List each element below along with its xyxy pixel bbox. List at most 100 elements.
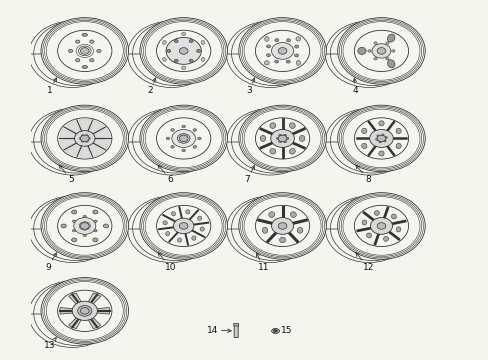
Polygon shape xyxy=(93,129,110,138)
Ellipse shape xyxy=(41,278,128,344)
Ellipse shape xyxy=(262,227,267,233)
Ellipse shape xyxy=(274,39,278,42)
Ellipse shape xyxy=(97,49,101,53)
Ellipse shape xyxy=(273,330,277,332)
Polygon shape xyxy=(95,307,109,314)
Ellipse shape xyxy=(41,18,128,84)
Polygon shape xyxy=(89,144,103,156)
Ellipse shape xyxy=(68,49,73,53)
Ellipse shape xyxy=(278,135,286,142)
Ellipse shape xyxy=(383,237,388,241)
Ellipse shape xyxy=(354,205,408,247)
Polygon shape xyxy=(60,307,74,314)
Ellipse shape xyxy=(41,105,128,172)
Ellipse shape xyxy=(376,135,379,137)
Ellipse shape xyxy=(274,60,278,63)
Ellipse shape xyxy=(94,229,97,232)
Ellipse shape xyxy=(294,45,298,48)
Ellipse shape xyxy=(238,18,325,84)
Ellipse shape xyxy=(337,105,425,172)
Ellipse shape xyxy=(278,222,286,229)
Ellipse shape xyxy=(278,48,286,54)
Text: 4: 4 xyxy=(352,78,357,95)
Ellipse shape xyxy=(373,42,376,44)
Ellipse shape xyxy=(375,138,378,140)
Ellipse shape xyxy=(264,37,268,41)
Ellipse shape xyxy=(366,233,371,238)
Polygon shape xyxy=(65,121,81,133)
Ellipse shape xyxy=(94,220,97,222)
Ellipse shape xyxy=(76,59,80,62)
Ellipse shape xyxy=(166,49,170,53)
Polygon shape xyxy=(79,119,90,131)
Ellipse shape xyxy=(179,135,187,142)
Text: 5: 5 xyxy=(59,165,74,184)
Ellipse shape xyxy=(370,217,392,234)
Polygon shape xyxy=(69,293,81,305)
Ellipse shape xyxy=(189,40,193,42)
Ellipse shape xyxy=(193,129,196,131)
Ellipse shape xyxy=(163,221,167,225)
Ellipse shape xyxy=(79,137,82,140)
Ellipse shape xyxy=(260,135,265,141)
FancyBboxPatch shape xyxy=(233,323,238,326)
Ellipse shape xyxy=(276,137,279,140)
Ellipse shape xyxy=(82,66,87,68)
Ellipse shape xyxy=(196,49,200,53)
Ellipse shape xyxy=(361,128,366,134)
Ellipse shape xyxy=(166,37,201,64)
Ellipse shape xyxy=(89,59,94,62)
Ellipse shape xyxy=(156,205,210,247)
Ellipse shape xyxy=(72,210,77,214)
Ellipse shape xyxy=(269,148,275,154)
Ellipse shape xyxy=(171,130,195,147)
Ellipse shape xyxy=(193,145,196,148)
Ellipse shape xyxy=(83,215,86,218)
Ellipse shape xyxy=(271,217,293,234)
Ellipse shape xyxy=(378,121,384,126)
Ellipse shape xyxy=(238,105,325,172)
Ellipse shape xyxy=(181,32,185,36)
Ellipse shape xyxy=(383,140,386,142)
Ellipse shape xyxy=(391,50,394,52)
Ellipse shape xyxy=(78,305,92,316)
Ellipse shape xyxy=(174,40,178,42)
Text: 6: 6 xyxy=(158,165,173,184)
Ellipse shape xyxy=(266,54,270,57)
Ellipse shape xyxy=(81,135,84,137)
Ellipse shape xyxy=(61,224,66,228)
Text: 8: 8 xyxy=(355,165,370,184)
Ellipse shape xyxy=(378,151,384,156)
Ellipse shape xyxy=(103,224,108,228)
Ellipse shape xyxy=(378,141,381,143)
Ellipse shape xyxy=(85,135,88,137)
Polygon shape xyxy=(69,317,81,329)
Ellipse shape xyxy=(289,123,295,129)
FancyBboxPatch shape xyxy=(234,325,238,338)
Ellipse shape xyxy=(264,61,269,65)
Ellipse shape xyxy=(376,48,385,54)
Ellipse shape xyxy=(361,220,366,225)
Ellipse shape xyxy=(395,143,400,149)
Ellipse shape xyxy=(140,105,227,172)
Ellipse shape xyxy=(170,129,174,131)
Ellipse shape xyxy=(140,18,227,84)
Ellipse shape xyxy=(278,134,281,136)
Ellipse shape xyxy=(337,193,425,259)
Text: 11: 11 xyxy=(256,253,268,272)
Ellipse shape xyxy=(371,44,390,58)
Ellipse shape xyxy=(290,212,296,217)
Ellipse shape xyxy=(58,30,112,72)
Ellipse shape xyxy=(72,229,75,232)
Text: 13: 13 xyxy=(44,338,56,351)
Ellipse shape xyxy=(286,39,290,42)
Ellipse shape xyxy=(165,231,169,236)
Ellipse shape xyxy=(93,238,98,242)
Ellipse shape xyxy=(266,45,270,48)
Ellipse shape xyxy=(162,40,166,45)
Ellipse shape xyxy=(140,193,227,259)
Ellipse shape xyxy=(238,193,325,259)
Ellipse shape xyxy=(269,123,275,129)
Ellipse shape xyxy=(296,60,300,65)
Ellipse shape xyxy=(182,125,185,128)
